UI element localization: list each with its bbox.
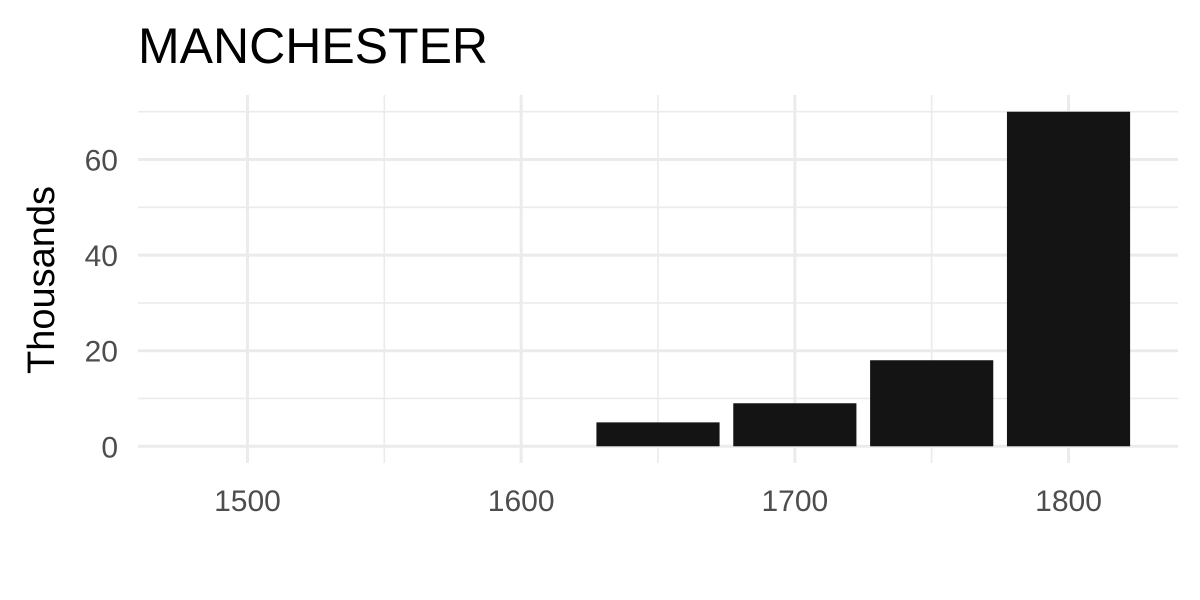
bars xyxy=(596,111,1131,447)
x-axis-ticks: 1500 1600 1700 1800 xyxy=(214,485,1102,518)
x-tick-label: 1600 xyxy=(488,485,555,518)
x-tick-label: 1500 xyxy=(214,485,281,518)
x-tick-label: 1700 xyxy=(761,485,828,518)
bar-1800 xyxy=(1006,111,1131,447)
y-tick-label: 20 xyxy=(85,336,118,369)
grid xyxy=(138,95,1178,463)
chart-title: MANCHESTER xyxy=(138,18,488,74)
y-tick-label: 60 xyxy=(85,145,118,178)
y-tick-label: 40 xyxy=(85,240,118,273)
y-axis-title: Thousands xyxy=(21,186,63,374)
y-axis-ticks: 0 20 40 60 xyxy=(85,145,118,465)
y-tick-label: 0 xyxy=(101,431,118,464)
bar-1650 xyxy=(596,422,720,447)
bar-1700 xyxy=(733,403,857,447)
bar-1750 xyxy=(870,360,994,447)
x-tick-label: 1800 xyxy=(1035,485,1102,518)
